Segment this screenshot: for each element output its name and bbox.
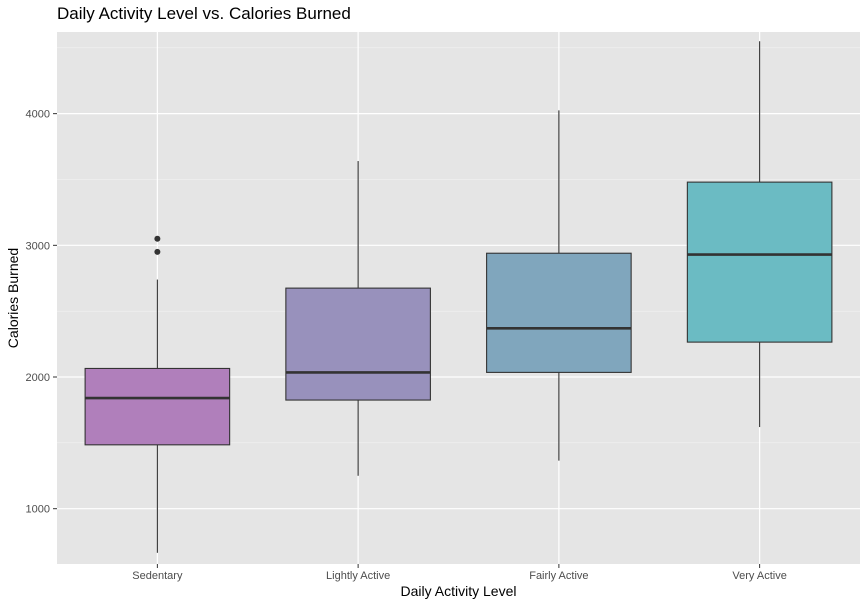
box-very-active	[686, 41, 833, 428]
box-iqr	[285, 287, 431, 401]
x-tick-label: Lightly Active	[326, 570, 390, 582]
x-tick-label: Sedentary	[132, 570, 183, 582]
chart-title: Daily Activity Level vs. Calories Burned	[57, 4, 351, 23]
outlier-point	[154, 248, 161, 255]
x-axis-title: Daily Activity Level	[401, 583, 517, 599]
outlier-point	[154, 235, 161, 242]
y-axis-title: Calories Burned	[5, 248, 21, 348]
y-tick-label: 3000	[26, 240, 50, 252]
box-iqr	[686, 181, 833, 343]
box-sedentary	[84, 235, 231, 553]
y-tick-label: 2000	[26, 372, 50, 384]
y-axis: 1000 2000 3000 4000	[26, 109, 57, 516]
box-lightly-active	[285, 161, 431, 476]
box-fairly-active	[486, 110, 632, 461]
box-iqr	[486, 252, 632, 373]
y-tick-label: 4000	[26, 109, 50, 121]
x-axis: Sedentary Lightly Active Fairly Active Very…	[132, 564, 787, 582]
boxes	[84, 41, 833, 553]
x-tick-label: Fairly Active	[529, 570, 588, 582]
y-tick-label: 1000	[26, 504, 50, 516]
x-tick-label: Very Active	[732, 570, 786, 582]
box-iqr	[84, 367, 231, 446]
